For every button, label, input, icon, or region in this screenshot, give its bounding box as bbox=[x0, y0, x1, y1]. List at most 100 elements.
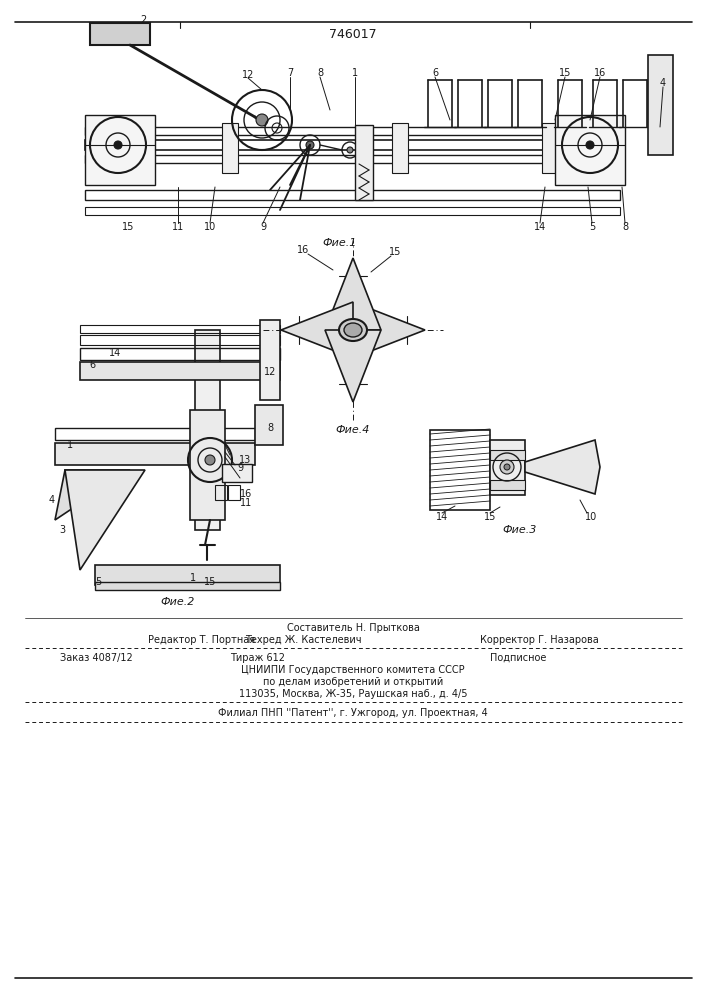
Ellipse shape bbox=[344, 323, 362, 337]
Polygon shape bbox=[55, 470, 130, 520]
Bar bbox=[80, 362, 280, 380]
Text: Филиал ПНП ''Патент'', г. Ужгород, ул. Проектная, 4: Филиал ПНП ''Патент'', г. Ужгород, ул. П… bbox=[218, 708, 488, 718]
Text: 16: 16 bbox=[240, 489, 252, 499]
Bar bbox=[392, 123, 408, 173]
Circle shape bbox=[256, 114, 268, 126]
Text: 6: 6 bbox=[89, 360, 95, 370]
Circle shape bbox=[347, 147, 353, 153]
Circle shape bbox=[500, 460, 514, 474]
Circle shape bbox=[114, 141, 122, 149]
Polygon shape bbox=[353, 302, 425, 358]
Text: 14: 14 bbox=[436, 512, 448, 522]
Circle shape bbox=[586, 141, 594, 149]
Bar bbox=[215, 485, 227, 500]
Bar bbox=[228, 485, 240, 500]
Bar bbox=[555, 115, 625, 185]
Polygon shape bbox=[325, 258, 381, 330]
Text: 12: 12 bbox=[242, 70, 255, 80]
Bar bbox=[255, 405, 283, 445]
Bar bbox=[190, 410, 225, 520]
Text: Подписное: Подписное bbox=[490, 653, 547, 663]
Text: 1: 1 bbox=[190, 573, 196, 583]
Text: Тираж 612: Тираж 612 bbox=[230, 653, 285, 663]
Text: 9: 9 bbox=[260, 222, 266, 232]
Text: 15: 15 bbox=[484, 512, 496, 522]
Bar bbox=[55, 428, 255, 440]
Text: 15: 15 bbox=[204, 577, 216, 587]
Text: 5: 5 bbox=[589, 222, 595, 232]
Bar bbox=[648, 55, 673, 155]
Text: 1: 1 bbox=[352, 68, 358, 78]
Bar bbox=[85, 190, 620, 200]
Bar bbox=[490, 450, 525, 460]
Bar bbox=[95, 565, 280, 585]
Text: 15: 15 bbox=[389, 247, 401, 257]
Text: ЦНИИПИ Государственного комитета СССР: ЦНИИПИ Государственного комитета СССР bbox=[241, 665, 464, 675]
Text: Составитель Н. Прыткова: Составитель Н. Прыткова bbox=[286, 623, 419, 633]
Polygon shape bbox=[325, 330, 381, 402]
Text: Техред Ж. Кастелевич: Техред Ж. Кастелевич bbox=[245, 635, 361, 645]
Bar bbox=[490, 440, 525, 495]
Ellipse shape bbox=[339, 319, 367, 341]
Bar bbox=[260, 320, 280, 400]
Bar bbox=[85, 207, 620, 215]
Text: 1: 1 bbox=[67, 440, 73, 450]
Text: Фие.3: Фие.3 bbox=[503, 525, 537, 535]
Bar bbox=[542, 123, 558, 173]
Text: 746017: 746017 bbox=[329, 28, 377, 41]
Polygon shape bbox=[281, 302, 353, 358]
Bar bbox=[85, 155, 620, 163]
Text: Фие.2: Фие.2 bbox=[160, 597, 195, 607]
Bar bbox=[355, 125, 373, 200]
Text: 15: 15 bbox=[559, 68, 571, 78]
Text: 13: 13 bbox=[239, 455, 251, 465]
Bar bbox=[80, 325, 280, 333]
Text: Заказ 4087/12: Заказ 4087/12 bbox=[60, 653, 133, 663]
Text: по делам изобретений и открытий: по делам изобретений и открытий bbox=[263, 677, 443, 687]
Bar bbox=[80, 335, 280, 345]
Text: 8: 8 bbox=[267, 423, 273, 433]
Text: 3: 3 bbox=[59, 525, 65, 535]
Text: Фие.1: Фие.1 bbox=[323, 238, 357, 248]
Circle shape bbox=[348, 325, 358, 335]
Bar bbox=[85, 127, 620, 135]
Bar bbox=[490, 480, 525, 490]
Text: 14: 14 bbox=[109, 348, 121, 358]
Text: 113035, Москва, Ж-35, Раушская наб., д. 4/5: 113035, Москва, Ж-35, Раушская наб., д. … bbox=[239, 689, 467, 699]
Text: 10: 10 bbox=[585, 512, 597, 522]
Text: 2: 2 bbox=[140, 15, 146, 25]
Text: 12: 12 bbox=[264, 367, 276, 377]
Text: 14: 14 bbox=[534, 222, 546, 232]
Text: 11: 11 bbox=[240, 498, 252, 508]
Text: 16: 16 bbox=[297, 245, 309, 255]
Bar bbox=[85, 140, 620, 150]
Text: 6: 6 bbox=[432, 68, 438, 78]
Bar bbox=[85, 115, 155, 185]
Text: Фие.4: Фие.4 bbox=[336, 425, 370, 435]
Circle shape bbox=[504, 464, 510, 470]
Text: Редактор Т. Портная: Редактор Т. Портная bbox=[148, 635, 255, 645]
Bar bbox=[112, 123, 128, 173]
Bar bbox=[430, 430, 490, 510]
Text: 8: 8 bbox=[622, 222, 628, 232]
Text: 7: 7 bbox=[287, 68, 293, 78]
Bar bbox=[55, 443, 255, 465]
Text: 15: 15 bbox=[122, 222, 134, 232]
Bar bbox=[222, 464, 252, 482]
Text: 9: 9 bbox=[237, 463, 243, 473]
Text: 5: 5 bbox=[95, 577, 101, 587]
Bar bbox=[222, 123, 238, 173]
Bar bbox=[195, 330, 220, 530]
Text: 11: 11 bbox=[172, 222, 184, 232]
Polygon shape bbox=[65, 470, 145, 570]
Text: 8: 8 bbox=[317, 68, 323, 78]
Text: 4: 4 bbox=[49, 495, 55, 505]
Polygon shape bbox=[525, 440, 600, 494]
Text: 16: 16 bbox=[594, 68, 606, 78]
Bar bbox=[80, 348, 280, 360]
Text: 4: 4 bbox=[660, 78, 666, 88]
Bar bbox=[90, 23, 150, 45]
Circle shape bbox=[205, 455, 215, 465]
Bar bbox=[95, 582, 280, 590]
Circle shape bbox=[306, 141, 314, 149]
